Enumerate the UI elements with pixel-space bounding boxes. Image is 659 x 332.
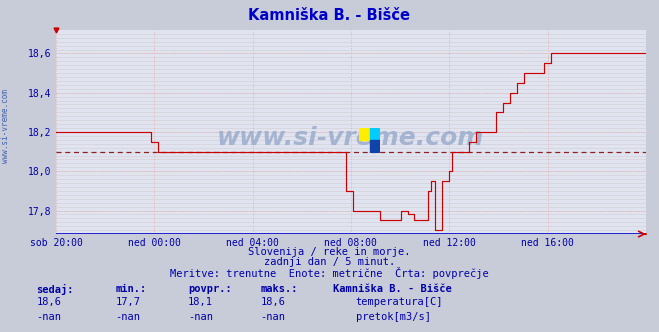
Text: sedaj:: sedaj: [36, 284, 74, 295]
Text: -nan: -nan [36, 312, 61, 322]
Text: -nan: -nan [115, 312, 140, 322]
Bar [359, 128, 370, 140]
Text: www.si-vreme.com: www.si-vreme.com [1, 89, 10, 163]
Text: 18,6: 18,6 [36, 297, 61, 307]
Text: povpr.:: povpr.: [188, 284, 231, 294]
Text: 17,7: 17,7 [115, 297, 140, 307]
Text: Kamniška B. - Bišče: Kamniška B. - Bišče [333, 284, 451, 294]
Text: temperatura[C]: temperatura[C] [356, 297, 444, 307]
Text: 18,1: 18,1 [188, 297, 213, 307]
Bar [370, 128, 380, 140]
Text: -nan: -nan [188, 312, 213, 322]
Text: -nan: -nan [260, 312, 285, 322]
Bar [370, 140, 380, 153]
Text: min.:: min.: [115, 284, 146, 294]
Text: www.si-vreme.com: www.si-vreme.com [217, 126, 484, 150]
Text: Slovenija / reke in morje.: Slovenija / reke in morje. [248, 247, 411, 257]
Text: zadnji dan / 5 minut.: zadnji dan / 5 minut. [264, 257, 395, 267]
Text: Meritve: trenutne  Enote: metrične  Črta: povprečje: Meritve: trenutne Enote: metrične Črta: … [170, 267, 489, 279]
Text: pretok[m3/s]: pretok[m3/s] [356, 312, 431, 322]
Text: 18,6: 18,6 [260, 297, 285, 307]
Text: Kamniška B. - Bišče: Kamniška B. - Bišče [248, 8, 411, 23]
Text: maks.:: maks.: [260, 284, 298, 294]
